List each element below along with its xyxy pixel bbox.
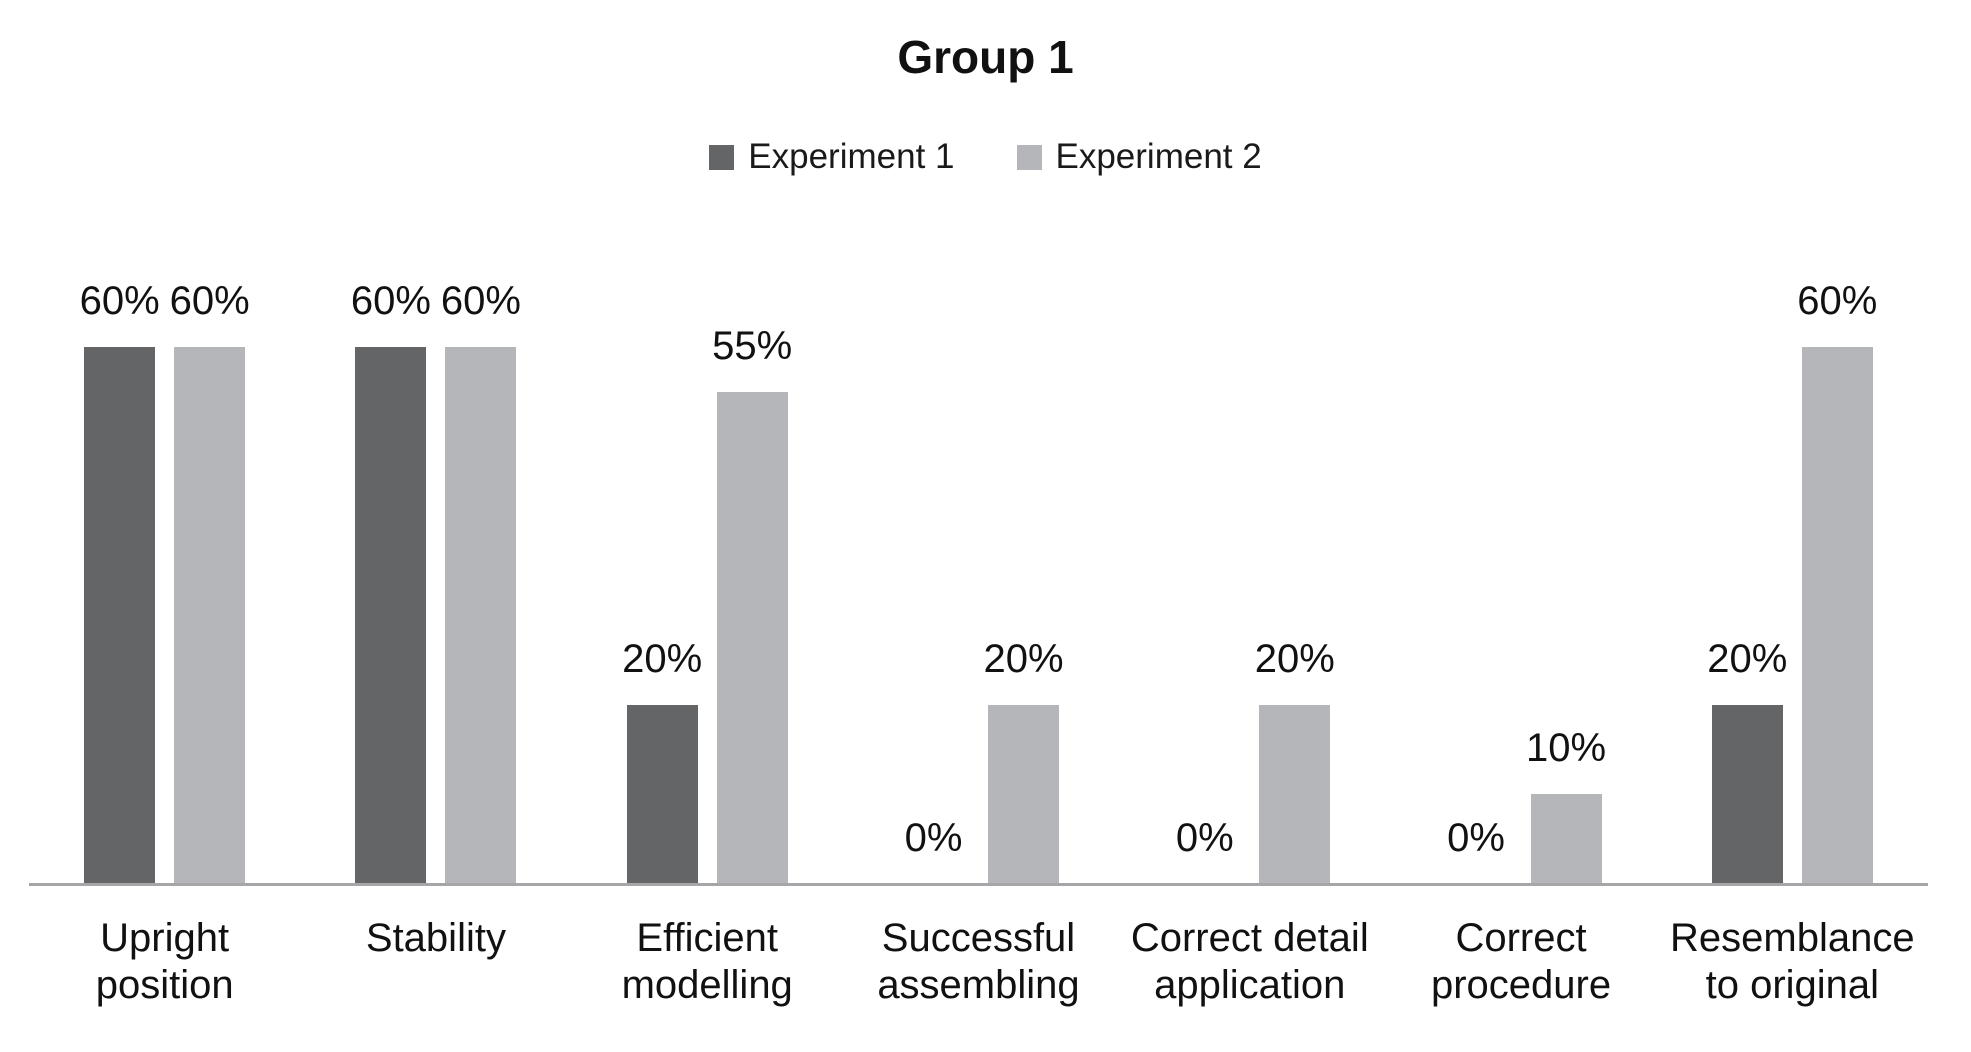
legend-label-experiment-2: Experiment 2 (1055, 137, 1262, 176)
bar-group-slot: 60% (441, 279, 521, 884)
bar-experiment-2 (174, 347, 246, 884)
legend: Experiment 1 Experiment 2 (0, 137, 1971, 177)
bar-experiment-2 (445, 347, 517, 884)
legend-item-experiment-1: Experiment 1 (709, 137, 955, 177)
legend-swatch-experiment-1 (709, 144, 735, 170)
bar-value-label: 0% (904, 816, 963, 860)
x-axis-labels: Upright position Stability Efficient modelli… (29, 915, 1928, 1009)
bar-group-slot: 60% (80, 279, 160, 884)
category-label: Correct procedure (1430, 916, 1612, 1007)
bar-value-label: 20% (622, 637, 703, 681)
bar-experiment-2 (1801, 347, 1873, 884)
bar-group-slot: 60% (351, 279, 431, 884)
bar-experiment-1 (355, 347, 427, 884)
bar-group-slot: 20% (983, 637, 1064, 884)
bar-group-slot: 20% (1707, 637, 1787, 884)
bar-value-label: 20% (1254, 637, 1335, 681)
bar-value-label: 10% (1526, 726, 1607, 770)
category-label: Efficient modelling (621, 916, 793, 1007)
category-label: Successful assembling (877, 916, 1080, 1007)
bar-value-label: 0% (1175, 816, 1234, 860)
bar-value-label: 60% (79, 279, 160, 323)
bar-value-label: 60% (350, 279, 431, 323)
bar-value-label: 60% (169, 279, 250, 323)
x-axis-line (29, 883, 1928, 886)
category-column: 60% 60% (29, 200, 300, 884)
category-column: 20% 60% (1657, 200, 1928, 884)
category-column: 0% 20% (843, 200, 1114, 884)
category-column: 0% 10% (1385, 200, 1656, 884)
legend-label-experiment-1: Experiment 1 (748, 137, 955, 176)
bar-experiment-1 (84, 347, 156, 884)
bar-value-label: 60% (1797, 279, 1878, 323)
bar-experiment-1 (1711, 705, 1783, 884)
bar-experiment-1 (626, 705, 698, 884)
legend-item-experiment-2: Experiment 2 (1016, 137, 1262, 177)
bar-value-label: 60% (440, 279, 521, 323)
bar-group-slot: 60% (170, 279, 250, 884)
bar-value-label: 55% (712, 324, 793, 368)
category-column: 0% 20% (1114, 200, 1385, 884)
category-label: Upright position (95, 916, 234, 1007)
bar-group-slot: 60% (1797, 279, 1877, 884)
bar-group-slot: 20% (622, 637, 702, 884)
bar-group-slot: 10% (1526, 726, 1606, 884)
bar-group-slot: 20% (1255, 637, 1335, 884)
category-label: Correct detail application (1130, 916, 1369, 1007)
bar-value-label: 20% (983, 637, 1064, 681)
bar-value-label: 0% (1447, 816, 1505, 860)
bar-group-slot: 55% (712, 324, 792, 884)
chart-title: Group 1 (897, 31, 1074, 83)
category-label: Resemblance to original (1670, 916, 1915, 1007)
plot-area: 60% 60% 60% 60% 20% 55% 0% 20% 0% 20% 0% 10% 20% 60% (29, 200, 1928, 884)
bar-experiment-2 (1259, 705, 1331, 884)
category-column: 20% 55% (572, 200, 843, 884)
bar-value-label: 20% (1707, 637, 1788, 681)
bar-experiment-2 (1530, 794, 1602, 884)
category-column: 60% 60% (300, 200, 571, 884)
bar-experiment-2 (716, 392, 788, 884)
bar-experiment-2 (987, 705, 1059, 884)
legend-swatch-experiment-2 (1016, 144, 1042, 170)
category-label: Stability (365, 916, 506, 960)
